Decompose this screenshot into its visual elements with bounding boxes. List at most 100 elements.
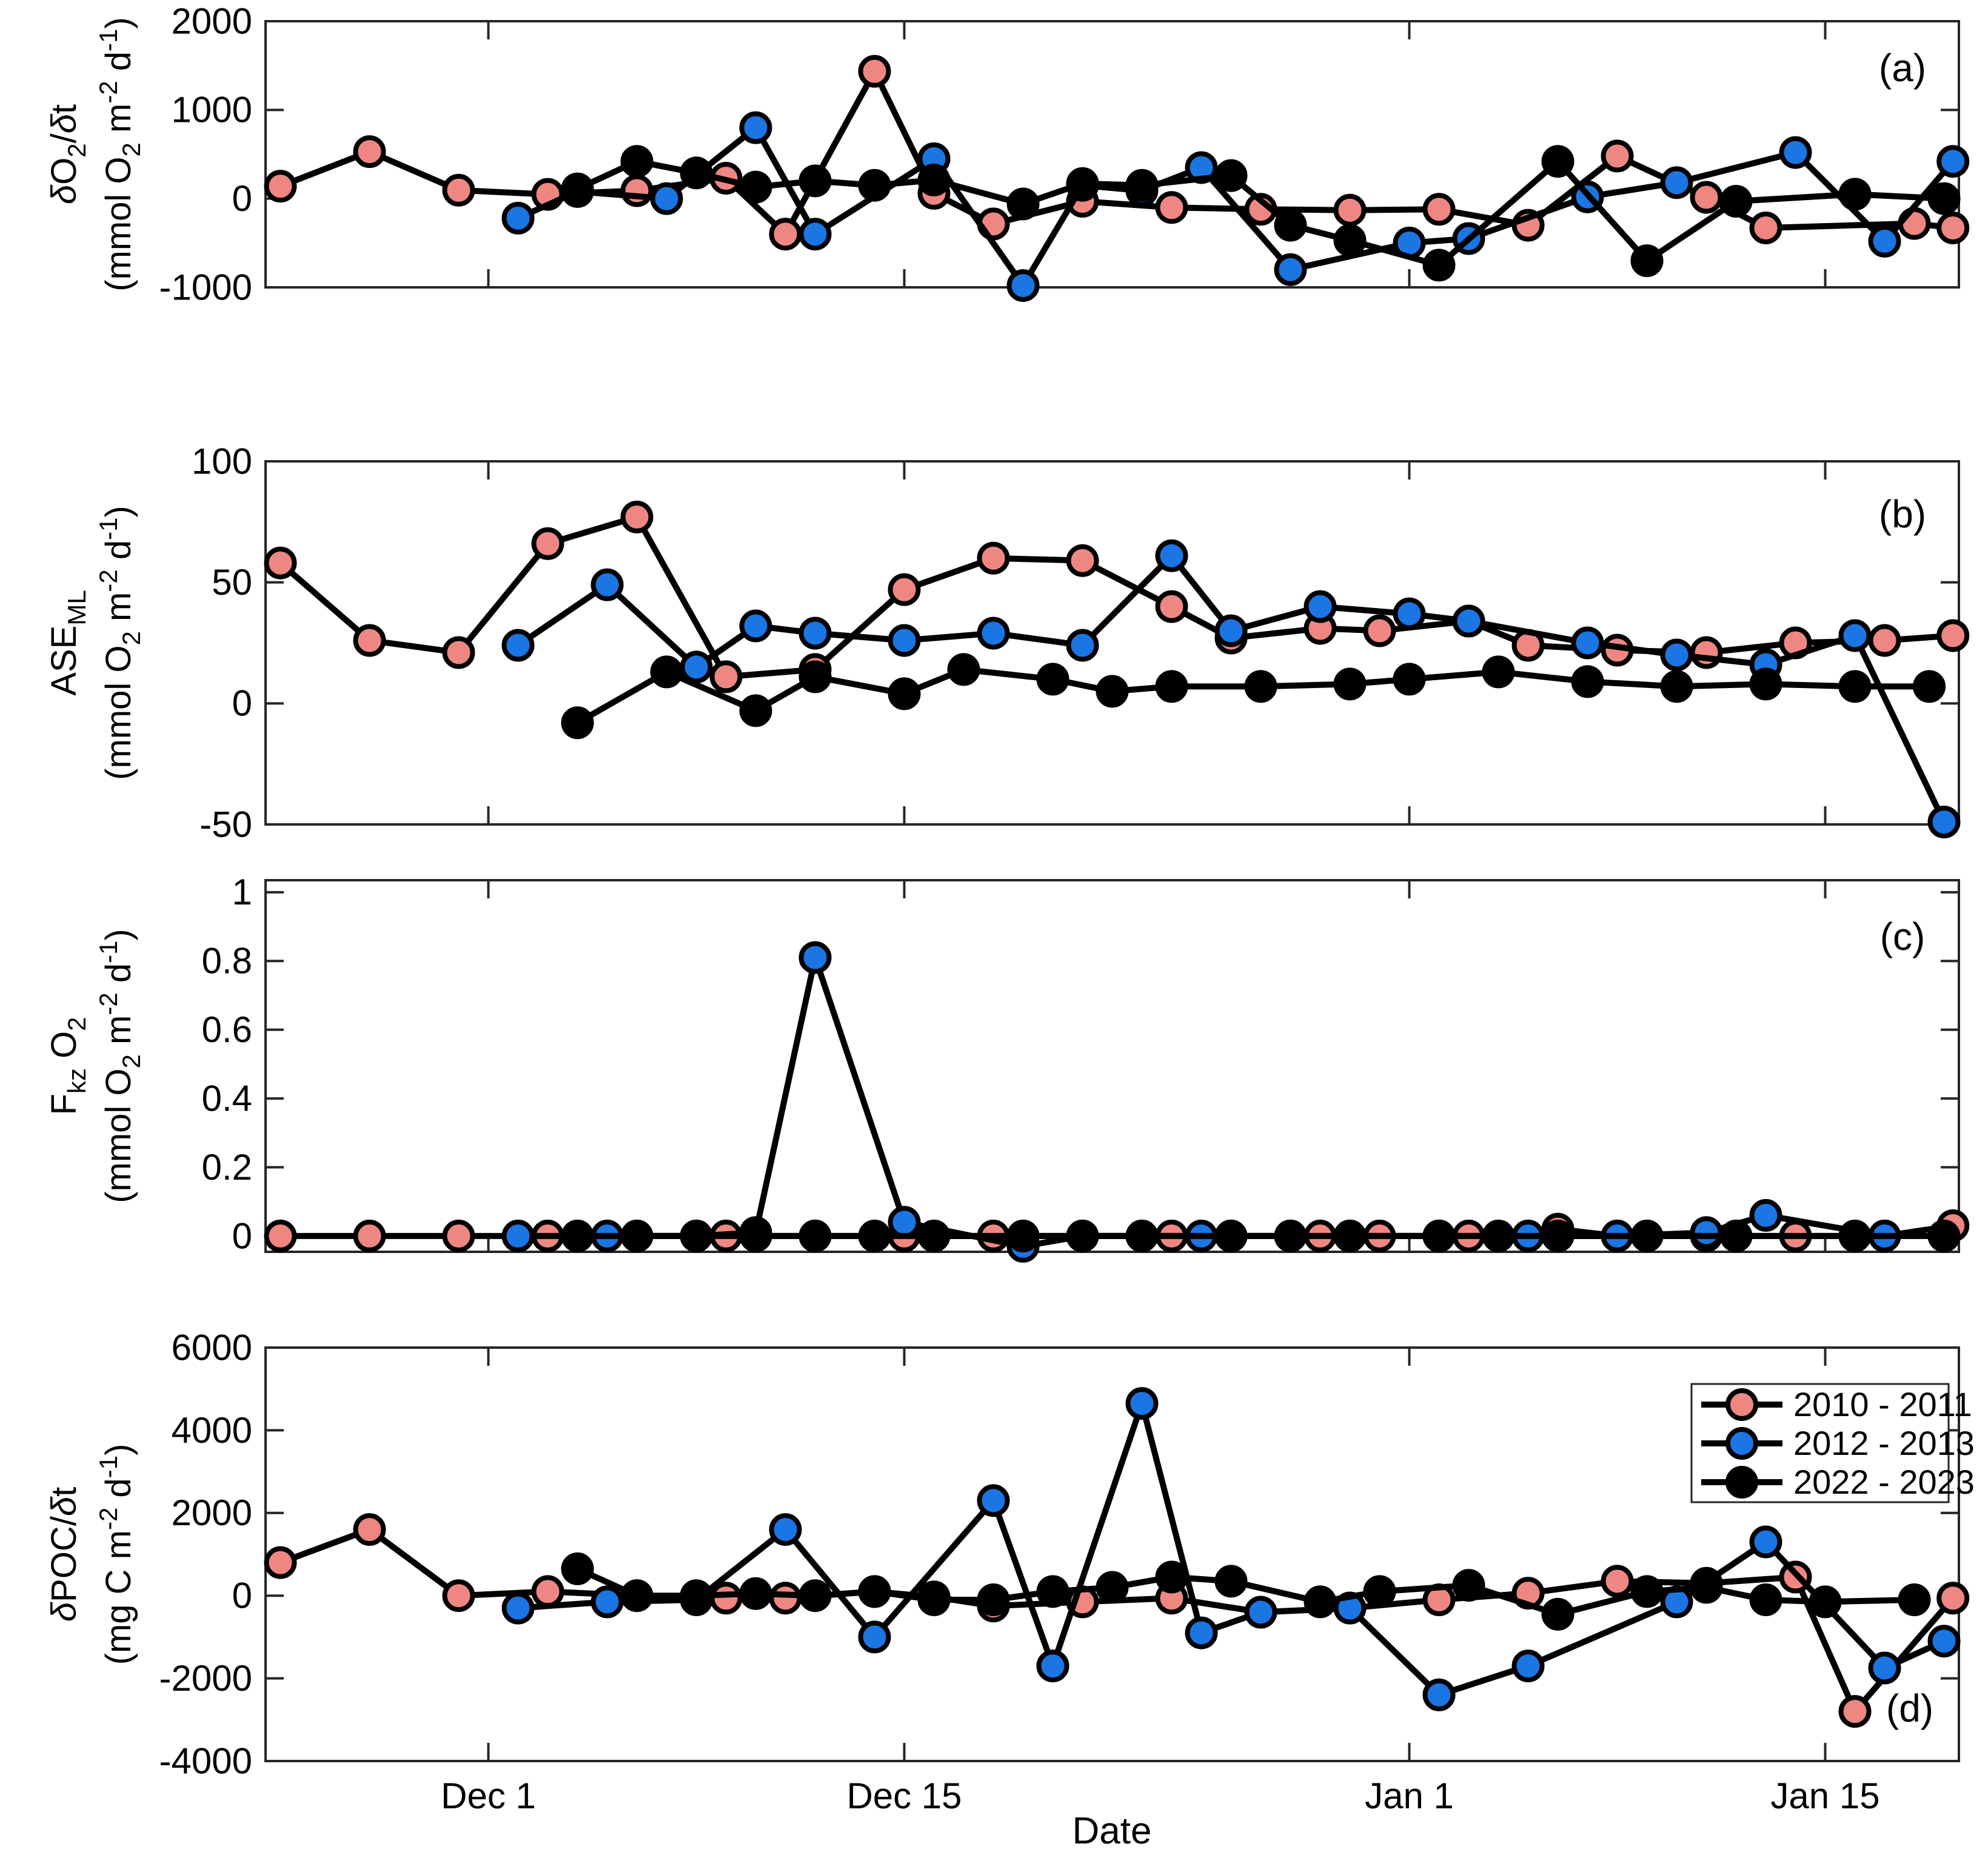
data-point-y2010 [264,1219,297,1252]
data-point-y2012 [1304,590,1337,623]
data-point-y2022 [680,1579,713,1613]
ytick-label-c: 0 [232,1215,252,1256]
data-point-y2010 [1066,544,1099,577]
data-point-y2010 [1363,614,1396,647]
ytick-label-d: -2000 [159,1658,252,1699]
data-point-y2022 [977,1583,1010,1617]
data-point-y2012 [798,617,832,650]
data-point-y2012 [739,111,772,144]
data-point-y2022 [1006,1219,1040,1252]
data-point-y2010 [531,527,564,560]
data-point-y2010 [620,500,654,533]
data-point-y2012 [1660,638,1693,672]
data-point-y2010 [264,546,297,580]
legend-marker-y2012 [1725,1427,1758,1460]
data-point-y2022 [1660,670,1693,703]
data-point-y2022 [1719,1219,1753,1252]
data-point-y2010 [858,55,891,88]
data-point-y2022 [739,1219,772,1252]
data-point-y2010 [1601,1565,1634,1598]
axes-box-a [264,20,1960,289]
data-point-y2012 [888,1206,921,1239]
data-point-y2012 [501,1219,535,1252]
data-point-y2022 [1809,1585,1842,1619]
data-point-y2022 [1393,663,1426,696]
ytick-label-b: 0 [232,683,252,724]
data-point-y2022 [947,653,980,686]
data-point-y2022 [798,1219,832,1252]
data-point-y2012 [1660,166,1693,199]
legend-label-y2010: 2010 - 2011 [1793,1385,1972,1423]
data-point-y2022 [1838,670,1872,703]
xtick-label: Jan 1 [1365,1776,1454,1816]
data-point-y2010 [1422,193,1456,226]
data-point-y2022 [561,1552,594,1585]
data-point-y2010 [1690,181,1723,214]
panel-letter-c: (c) [1880,915,1926,958]
data-point-y2010 [769,1582,802,1615]
ytick-label-a: 0 [232,178,252,219]
data-point-y2022 [1541,1219,1575,1252]
data-point-y2022 [917,163,951,196]
panel-letter-b: (b) [1879,492,1926,536]
data-point-y2012 [680,650,713,684]
data-point-y2022 [1333,224,1367,257]
data-point-y2012 [739,609,772,643]
data-point-y2022 [1749,1583,1782,1617]
data-point-y2022 [1749,667,1782,701]
data-point-y2012 [1066,629,1099,662]
data-point-y2022 [739,170,772,204]
data-point-y2022 [798,1579,832,1613]
y-axis-units-a: (mmol O2 m-2 d-1) [94,17,146,292]
panel-c: 1 0.8 0.6 0.4 0.2 0 (c) Fkz O2(mmol O2 m-2 d-1) [44,872,1970,1263]
data-point-y2022 [620,1579,654,1613]
data-point-y2010 [531,1575,564,1608]
data-point-y2010 [769,218,802,251]
data-point-y2012 [1006,269,1040,302]
data-point-y2010 [442,1579,475,1613]
data-point-y2022 [917,1583,951,1617]
data-point-y2022 [798,660,832,694]
data-point-y2010 [353,624,386,657]
data-point-y2022 [1630,244,1664,278]
data-point-y2022 [1274,1219,1307,1252]
y-axis-units-d: (mg C m-2 d-1) [94,1444,138,1665]
data-point-y2010 [442,636,475,669]
ytick-label-a: -1000 [159,267,252,307]
ytick-label-c: 0.8 [202,941,252,981]
data-point-y2010 [442,173,475,207]
series-2022-2023 [561,1219,1961,1252]
legend-label-y2012: 2012 - 2013 [1793,1424,1975,1462]
ytick-label-b: -50 [199,804,252,844]
y-axis-title-b: ASEML [44,590,91,695]
data-point-y2010 [1749,211,1782,244]
data-point-y2022 [917,1219,951,1252]
data-point-y2010 [353,135,386,169]
xtick-label: Dec 1 [441,1776,536,1816]
data-point-y2022 [858,1219,891,1252]
data-point-y2012 [1155,539,1188,572]
y-axis-units-c: (mmol O2 m-2 d-1) [94,929,146,1203]
ytick-label-b: 100 [192,441,252,481]
data-point-y2022 [1006,187,1040,221]
data-point-y2022 [1244,670,1277,703]
data-point-y2022 [650,655,683,689]
data-point-y2012 [798,218,832,251]
data-point-y2022 [1913,670,1946,703]
data-point-y2012 [888,624,921,657]
ytick-label-d: 0 [232,1576,252,1616]
data-point-y2012 [1036,1649,1069,1683]
data-point-y2012 [1927,806,1961,839]
ytick-label-b: 50 [212,562,252,603]
data-point-y2012 [1185,1616,1218,1649]
data-point-y2022 [561,172,594,206]
data-point-y2010 [1936,211,1970,244]
data-point-y2022 [1155,1560,1188,1594]
data-point-y2012 [591,568,624,601]
panel-letter-a: (a) [1879,46,1926,90]
data-point-y2022 [1066,1219,1099,1252]
data-point-y2012 [769,1513,802,1546]
data-point-y2022 [1630,1219,1664,1252]
x-axis-title: Date [1072,1810,1152,1852]
data-point-y2012 [1422,1678,1456,1711]
